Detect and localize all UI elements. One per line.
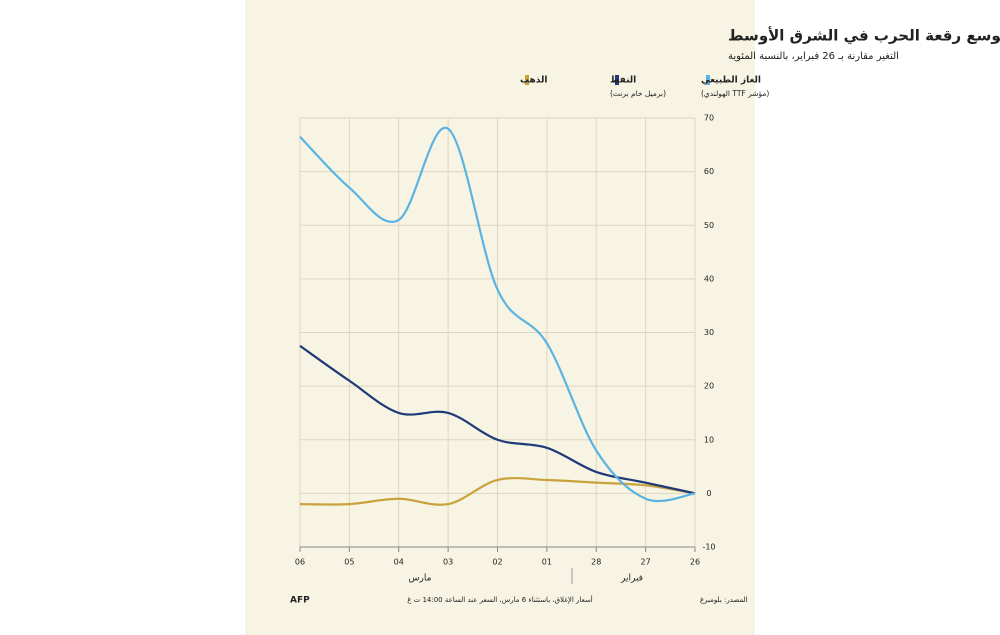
line-series [299,476,696,506]
x-tick-label: 06 [295,558,305,567]
x-tick-label: 01 [542,558,552,567]
panel [245,0,755,635]
x-tick-label: 03 [443,558,453,567]
x-tick-label: 04 [394,558,404,567]
y-tick-label: 10 [704,435,714,444]
x-tick-label: 26 [690,558,700,567]
x-tick-label: 27 [641,558,651,567]
chart-subtitle: التغير مقارنة بـ 26 فبراير، بالنسبة المئ… [728,51,899,62]
y-tick-label: 40 [704,274,714,283]
legend-swatch [706,75,710,85]
legend-swatch [525,75,529,85]
logo: AFP [290,596,310,606]
chart-title: ارتفاع أسعار الغاز مع توسع رقعة الحرب في… [728,26,1000,45]
x-tick-label: 02 [492,558,502,567]
y-tick-label: -10 [702,543,715,552]
y-tick-label: 20 [704,382,714,391]
legend-label: الذهب [520,76,547,86]
line-series [299,345,696,495]
y-tick-label: 60 [704,167,714,176]
legend-label: النفط [610,76,636,86]
legend-swatch [615,75,619,85]
legend-description: (مؤشر TTF الهولندي) [701,89,769,98]
month-label: مارس [409,574,432,584]
y-tick-label: 30 [704,328,714,337]
line-series [299,126,696,503]
month-label: فبراير [620,574,643,584]
legend-label: الغاز الطبيعي [701,76,761,86]
x-tick-label: 28 [591,558,601,567]
y-tick-label: 0 [706,489,711,498]
x-tick-label: 05 [344,558,354,567]
legend-description: (برميل خام برنت) [610,89,666,98]
y-tick-label: 70 [704,114,714,123]
note: أسعار الإغلاق، باستثناء 6 مارس، السعر عن… [407,595,593,604]
source: المصدر: بلومبرغ [700,596,748,604]
y-tick-label: 50 [704,221,714,230]
